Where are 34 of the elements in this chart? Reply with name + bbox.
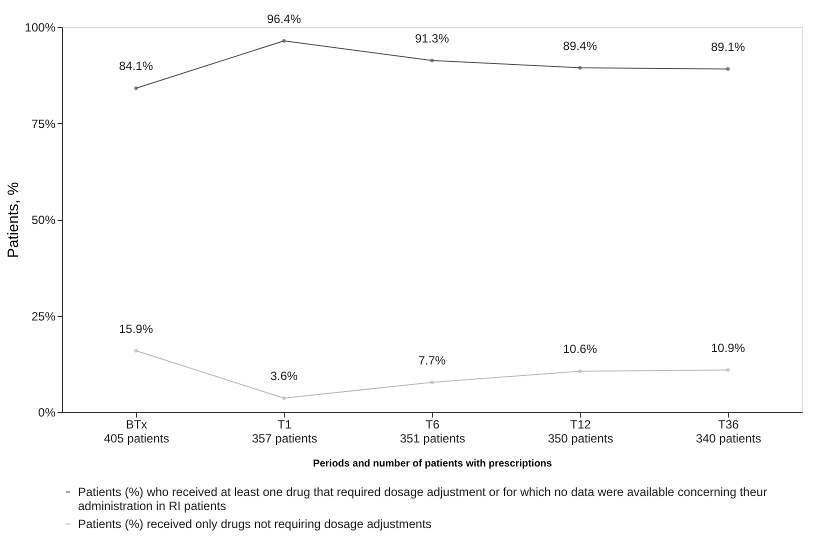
y-tick-label: 100% — [24, 20, 56, 34]
data-label: 89.4% — [562, 38, 598, 53]
data-label: 15.9% — [118, 322, 154, 336]
y-axis-title: Patients, % — [4, 182, 22, 258]
data-label: 91.3% — [414, 31, 450, 46]
point — [134, 348, 138, 353]
legend-label: Patients (%) received only drugs not requiring dosage adjustments — [78, 517, 432, 531]
y-tick-label: 75% — [31, 116, 56, 131]
point — [578, 66, 582, 70]
legend-label: Patients (%) who received at least one drug that required dosage adjustment or for which no data were available concerning theur administration in RI patients — [78, 485, 768, 513]
x-tick-label: BTx 405 patients — [104, 418, 170, 446]
data-label: 96.4% — [266, 12, 302, 26]
point — [282, 396, 286, 400]
y-tick-label: 50% — [31, 213, 56, 227]
x-tick-label: T1 357 patients — [252, 418, 318, 446]
data-label: 3.6% — [270, 369, 298, 384]
x-tick-label: T12 350 patients — [548, 418, 614, 446]
x-tick-label: T6 351 patients — [400, 418, 466, 446]
data-label: 84.1% — [118, 59, 154, 74]
data-label: 10.9% — [710, 341, 746, 356]
point — [430, 58, 434, 62]
point — [726, 368, 730, 372]
y-tick-label: 25% — [31, 309, 56, 324]
point — [578, 369, 582, 374]
y-tick-label: 0% — [38, 406, 56, 420]
point — [430, 380, 434, 384]
point — [726, 67, 730, 71]
point — [134, 86, 138, 90]
x-axis-title: Periods and number of patients with prescriptions — [313, 458, 552, 470]
point — [282, 38, 286, 43]
data-label: 10.6% — [562, 342, 598, 356]
data-label: 7.7% — [418, 353, 446, 368]
x-tick-label: T36 340 patients — [696, 418, 762, 446]
data-label: 89.1% — [710, 40, 746, 54]
